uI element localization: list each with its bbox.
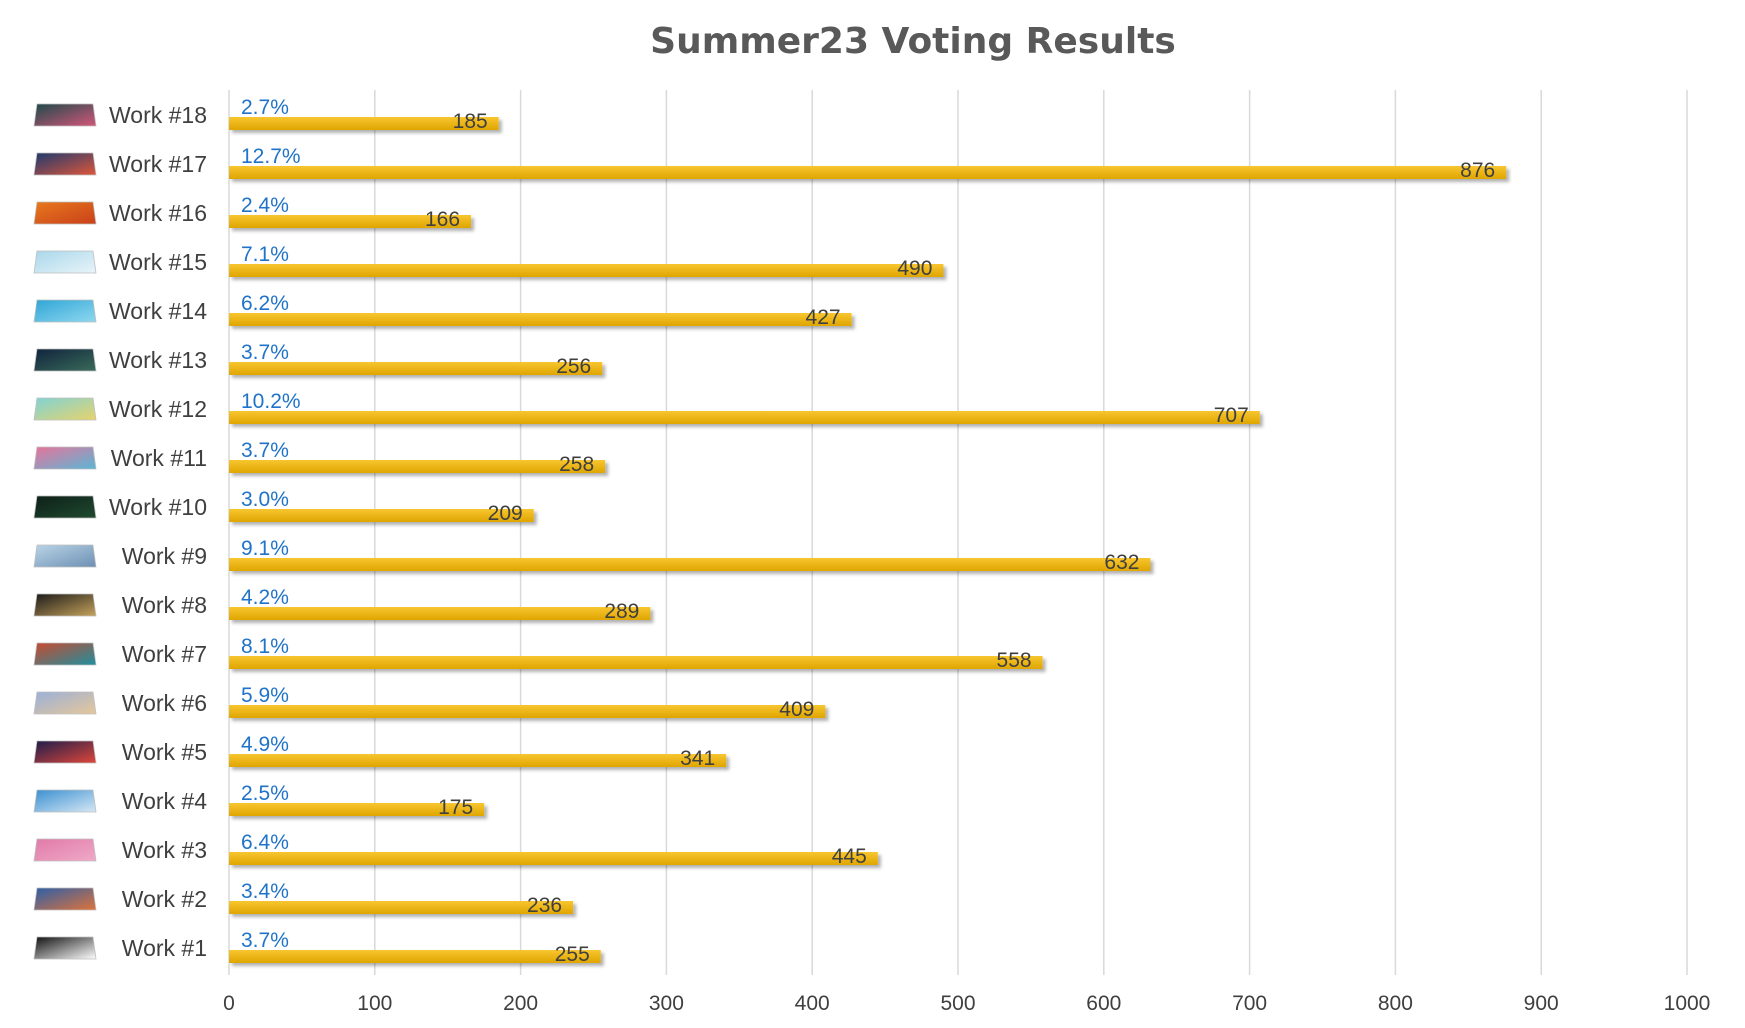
category-label: Work #5 [122,739,207,765]
value-label: 409 [779,698,814,721]
percent-label: 3.0% [241,488,289,511]
mousepad-thumbnail-icon [34,104,96,126]
category-label: Work #6 [122,690,207,716]
value-label: 707 [1214,404,1249,427]
value-label: 445 [832,845,867,868]
category-label: Work #7 [122,641,207,667]
mousepad-thumbnail-icon [34,251,96,273]
category-label: Work #13 [109,347,207,373]
percent-label: 3.7% [241,341,289,364]
category-label: Work #15 [109,249,207,275]
percent-label: 4.2% [241,586,289,609]
value-label: 341 [680,747,715,770]
value-label: 258 [559,453,594,476]
mousepad-thumbnail-icon [34,790,96,812]
value-label: 256 [556,355,591,378]
x-tick-label: 400 [795,992,830,1015]
x-tick-label: 300 [649,992,684,1015]
chart-title: Summer23 Voting Results [650,21,1176,62]
percent-label: 12.7% [241,145,301,168]
mousepad-thumbnail-icon [34,496,96,518]
category-label: Work #14 [109,298,207,324]
bars: 2.7% 185 12.7% 876 2.4% 166 7.1% 490 6.2% 427 3.7%… [229,96,1506,966]
mousepad-thumbnail-icon [34,398,96,420]
x-axis-ticks: 0 100 200 300 400 500 600 700 800 900 1000 [223,992,1710,1015]
percent-label: 7.1% [241,243,289,266]
category-label: Work #1 [122,935,207,961]
bar [229,852,878,865]
bar [229,264,943,277]
percent-label: 2.4% [241,194,289,217]
value-label: 175 [438,796,473,819]
x-tick-label: 0 [223,992,235,1015]
value-label: 490 [897,257,932,280]
percent-label: 4.9% [241,733,289,756]
bar [229,411,1260,424]
x-tick-label: 1000 [1664,992,1711,1015]
percent-label: 9.1% [241,537,289,560]
mousepad-thumbnail-icon [34,202,96,224]
value-label: 876 [1460,159,1495,182]
bar [229,705,825,718]
category-label: Work #4 [122,788,207,814]
percent-label: 3.4% [241,880,289,903]
category-label: Work #18 [109,102,207,128]
category-label: Work #8 [122,592,207,618]
value-label: 558 [997,649,1032,672]
bar [229,754,726,767]
mousepad-thumbnail-icon [34,839,96,861]
bar [229,656,1043,669]
category-label: Work #17 [109,151,207,177]
percent-label: 3.7% [241,929,289,952]
x-tick-label: 800 [1378,992,1413,1015]
x-tick-label: 500 [940,992,975,1015]
value-label: 185 [453,110,488,133]
mousepad-thumbnail-icon [34,545,96,567]
x-tick-label: 100 [357,992,392,1015]
mousepad-thumbnail-icon [34,643,96,665]
category-label: Work #16 [109,200,207,226]
bar [229,313,852,326]
category-label: Work #2 [122,886,207,912]
percent-label: 2.5% [241,782,289,805]
bar [229,607,650,620]
bar [229,166,1506,179]
value-label: 166 [425,208,460,231]
x-tick-label: 600 [1086,992,1121,1015]
mousepad-thumbnail-icon [34,300,96,322]
mousepad-thumbnail-icon [34,153,96,175]
category-label: Work #10 [109,494,207,520]
mousepad-thumbnail-icon [34,447,96,469]
category-labels: Work #18 Work #17 Work #16 Work #15 Work #14… [34,102,207,961]
x-tick-label: 200 [503,992,538,1015]
mousepad-thumbnail-icon [34,594,96,616]
value-label: 236 [527,894,562,917]
value-label: 255 [555,943,590,966]
mousepad-thumbnail-icon [34,937,96,959]
percent-label: 8.1% [241,635,289,658]
category-label: Work #12 [109,396,207,422]
mousepad-thumbnail-icon [34,692,96,714]
bar [229,558,1150,571]
percent-label: 6.2% [241,292,289,315]
percent-label: 5.9% [241,684,289,707]
mousepad-thumbnail-icon [34,349,96,371]
value-label: 427 [806,306,841,329]
value-label: 632 [1104,551,1139,574]
mousepad-thumbnail-icon [34,741,96,763]
value-label: 289 [604,600,639,623]
mousepad-thumbnail-icon [34,888,96,910]
value-label: 209 [488,502,523,525]
category-label: Work #3 [122,837,207,863]
percent-label: 6.4% [241,831,289,854]
category-label: Work #9 [122,543,207,569]
percent-label: 10.2% [241,390,301,413]
percent-label: 2.7% [241,96,289,119]
category-label: Work #11 [111,445,207,471]
percent-label: 3.7% [241,439,289,462]
x-tick-label: 900 [1524,992,1559,1015]
x-tick-label: 700 [1232,992,1267,1015]
